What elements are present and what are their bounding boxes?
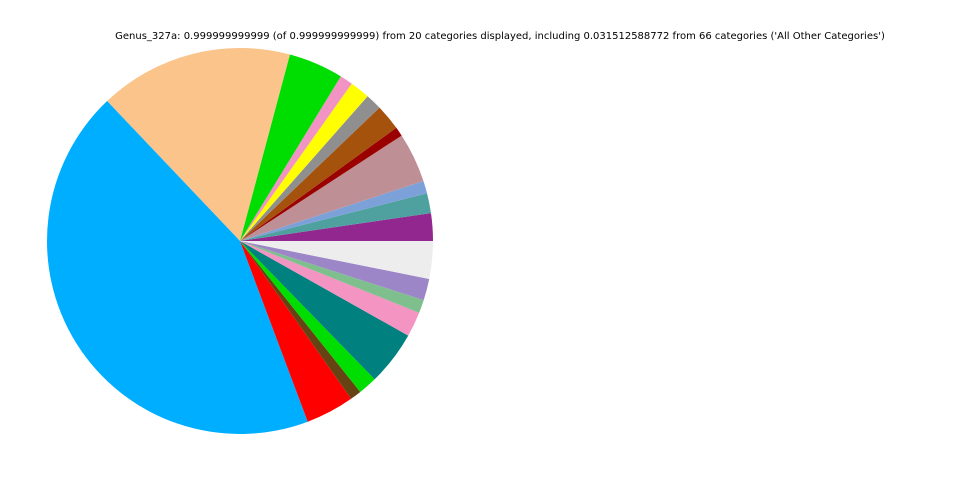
pie-slice-16 <box>240 241 409 380</box>
pie-slice-8 <box>240 83 368 242</box>
pie-slice-2 <box>240 193 431 241</box>
chart-title: Genus_327a: 0.999999999999 (of 0.9999999… <box>115 31 885 42</box>
pie-slice-13 <box>240 241 352 422</box>
pie-slice-1 <box>240 213 433 241</box>
pie-slice-18 <box>240 241 424 313</box>
pie-slice-11 <box>107 47 290 241</box>
pie-slice-17 <box>240 241 420 336</box>
pie-slice-3 <box>240 181 428 241</box>
pie-slice-10 <box>240 54 341 242</box>
pie-slice-6 <box>240 107 397 241</box>
pie-slice-9 <box>240 76 352 241</box>
pie-slice-14 <box>240 241 361 399</box>
pie-slice-4 <box>240 135 424 241</box>
pie-slice-7 <box>240 96 380 241</box>
pie-slice-20-all-other-categories <box>240 241 433 279</box>
pie-slice-5 <box>240 127 402 241</box>
pie-slice-12 <box>47 101 308 434</box>
pie-slice-19 <box>240 241 430 301</box>
pie-slice-15 <box>240 241 375 392</box>
